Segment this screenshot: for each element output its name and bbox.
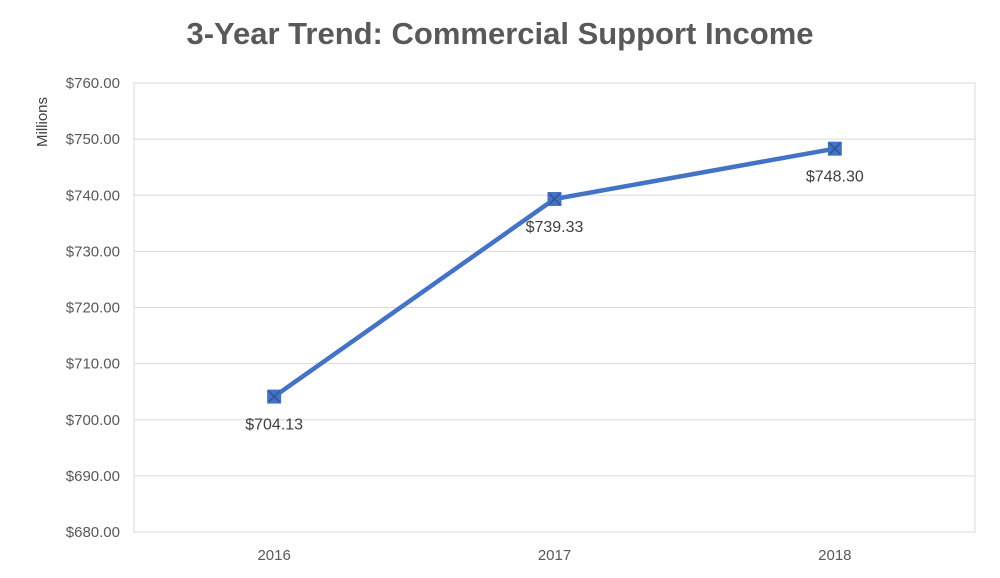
y-tick-label: $710.00 (66, 356, 120, 373)
y-axis-ticks: $680.00 $690.00 $700.00 $710.00 $720.00 $730.… (66, 75, 120, 541)
data-point-marker (547, 192, 562, 207)
data-label: $739.33 (526, 219, 584, 236)
y-tick-label: $740.00 (66, 187, 120, 204)
y-tick-label: $760.00 (66, 75, 120, 92)
chart-title: 3-Year Trend: Commercial Support Income (186, 16, 814, 51)
data-point-marker (267, 389, 282, 404)
y-tick-label: $700.00 (66, 412, 120, 429)
x-tick-label: 2018 (818, 547, 851, 564)
y-tick-label: $730.00 (66, 243, 120, 260)
gridlines (133, 82, 976, 533)
y-tick-label: $680.00 (66, 524, 120, 541)
data-label: $704.13 (245, 417, 303, 434)
y-axis-title: Millions (34, 97, 51, 147)
series-layer (267, 141, 842, 404)
series-line (271, 146, 838, 399)
y-tick-label: $720.00 (66, 300, 120, 317)
x-tick-label: 2016 (257, 547, 290, 564)
x-axis-ticks: 2016 2017 2018 (257, 547, 851, 564)
y-tick-label: $690.00 (66, 468, 120, 485)
data-point-marker (827, 141, 842, 156)
y-tick-label: $750.00 (66, 131, 120, 148)
plot-area-border (133, 82, 976, 533)
data-labels: $704.13 $739.33 $748.30 (245, 169, 864, 434)
x-tick-label: 2017 (538, 547, 571, 564)
data-label: $748.30 (806, 169, 864, 186)
